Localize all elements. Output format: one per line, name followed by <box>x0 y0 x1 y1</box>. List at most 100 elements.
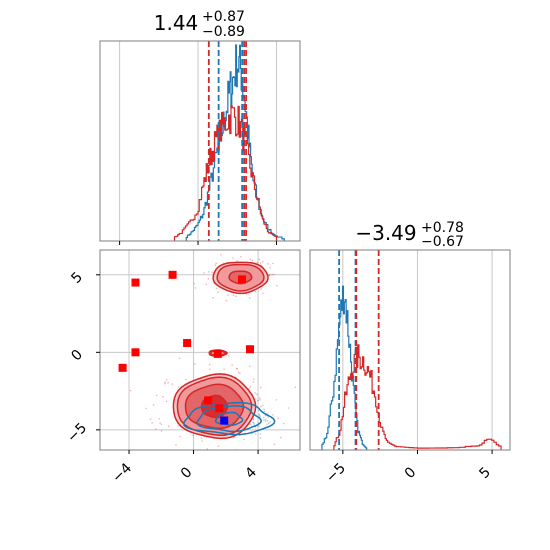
red-sample <box>248 365 251 368</box>
blue-contour-0-2 <box>182 401 276 436</box>
blue-sample <box>263 408 265 411</box>
red-sample <box>185 378 187 381</box>
red-sample <box>260 288 263 290</box>
blue-sample <box>149 418 152 420</box>
red-sample <box>252 380 255 383</box>
red-sample <box>249 297 251 299</box>
red-marker-0 <box>118 363 127 372</box>
red-sample <box>259 386 262 389</box>
red-sample <box>217 445 220 447</box>
red-sample <box>214 264 217 266</box>
red-sample <box>194 363 196 365</box>
red-sample <box>259 433 262 435</box>
marginal-2-panel <box>309 249 511 454</box>
blue-sample <box>259 415 262 418</box>
joint-ytick-label-2: −5 <box>64 420 90 446</box>
red-sample <box>258 258 261 261</box>
red-sample <box>254 433 257 435</box>
red-sample <box>223 368 225 370</box>
red-sample <box>235 295 237 298</box>
red-marker-2 <box>131 278 140 287</box>
red-sample <box>160 430 163 432</box>
blue-sample <box>253 422 255 425</box>
red-sample <box>272 262 274 265</box>
red-sample <box>271 452 273 454</box>
blue-sample <box>259 437 262 439</box>
m2-xtick-label-0: −5 <box>323 460 349 486</box>
red-sample <box>249 258 252 261</box>
red-sample <box>245 293 248 295</box>
red-sample <box>268 274 271 276</box>
red-sample <box>267 262 269 265</box>
blue-marker-0 <box>220 416 229 425</box>
red-sample <box>228 355 230 357</box>
red-sample <box>129 389 132 392</box>
red-sample <box>208 271 210 273</box>
blue-sample <box>177 425 179 427</box>
blue-sample <box>160 423 163 426</box>
red-sample <box>159 422 161 424</box>
red-sample <box>158 417 160 420</box>
red-sample <box>203 272 205 274</box>
blue-sample <box>252 421 254 424</box>
red-marker-7 <box>237 275 246 284</box>
red-sample <box>237 371 240 374</box>
red-sample <box>236 367 238 370</box>
red-sample <box>164 381 166 383</box>
red-sample <box>248 387 250 390</box>
blue-contour-0-0 <box>214 411 244 426</box>
m1-frame <box>99 40 301 242</box>
red-sample <box>179 435 182 438</box>
red-marker-5 <box>213 349 222 358</box>
blue-contour-0-1 <box>196 405 262 433</box>
red-sample <box>215 262 217 265</box>
blue-sample <box>264 420 267 422</box>
joint-frame <box>99 249 301 451</box>
joint-xtick-label-1: 0 <box>178 464 196 482</box>
red-sample <box>258 414 261 416</box>
red-sample <box>207 277 210 280</box>
blue-sample <box>267 416 269 418</box>
red-sample <box>162 395 164 398</box>
red-sample <box>258 397 261 399</box>
red-sample <box>165 378 168 381</box>
red-sample <box>251 259 254 262</box>
blue-sample <box>252 417 255 420</box>
red-sample <box>152 404 155 406</box>
red-sample <box>206 448 209 450</box>
red-sample <box>273 273 275 276</box>
red-sample <box>231 364 233 366</box>
red-sample <box>236 451 238 453</box>
blue-sample <box>258 413 261 416</box>
red-sample <box>220 253 222 256</box>
red-sample <box>200 437 203 439</box>
red-sample <box>211 271 214 274</box>
red-sample <box>277 417 280 420</box>
red-sample <box>249 423 252 425</box>
title-1-plus: +0.87 <box>202 9 245 25</box>
m2-xtick-label-1: 0 <box>402 464 420 482</box>
m2-hist-blue <box>321 285 368 450</box>
marginal-1-panel <box>99 40 301 245</box>
blue-sample <box>275 399 278 401</box>
red-sample <box>269 267 271 269</box>
blue-sample <box>263 410 266 412</box>
red-sample <box>243 438 245 441</box>
blue-sample <box>266 419 269 422</box>
red-sample <box>279 436 282 439</box>
red-marker-4 <box>183 339 192 348</box>
red-sample <box>249 385 252 388</box>
joint-ytick-label-1: 0 <box>68 347 86 365</box>
red-sample <box>208 363 211 366</box>
m2-xtick-label-2: 5 <box>476 464 494 482</box>
red-sample <box>155 394 158 397</box>
red-sample <box>253 378 255 380</box>
red-sample <box>256 261 259 264</box>
title-2-minus: −0.67 <box>421 234 464 250</box>
red-sample <box>145 407 147 410</box>
blue-sample <box>266 423 268 426</box>
red-sample <box>212 296 214 299</box>
blue-sample <box>264 414 267 417</box>
red-sample <box>154 428 157 430</box>
